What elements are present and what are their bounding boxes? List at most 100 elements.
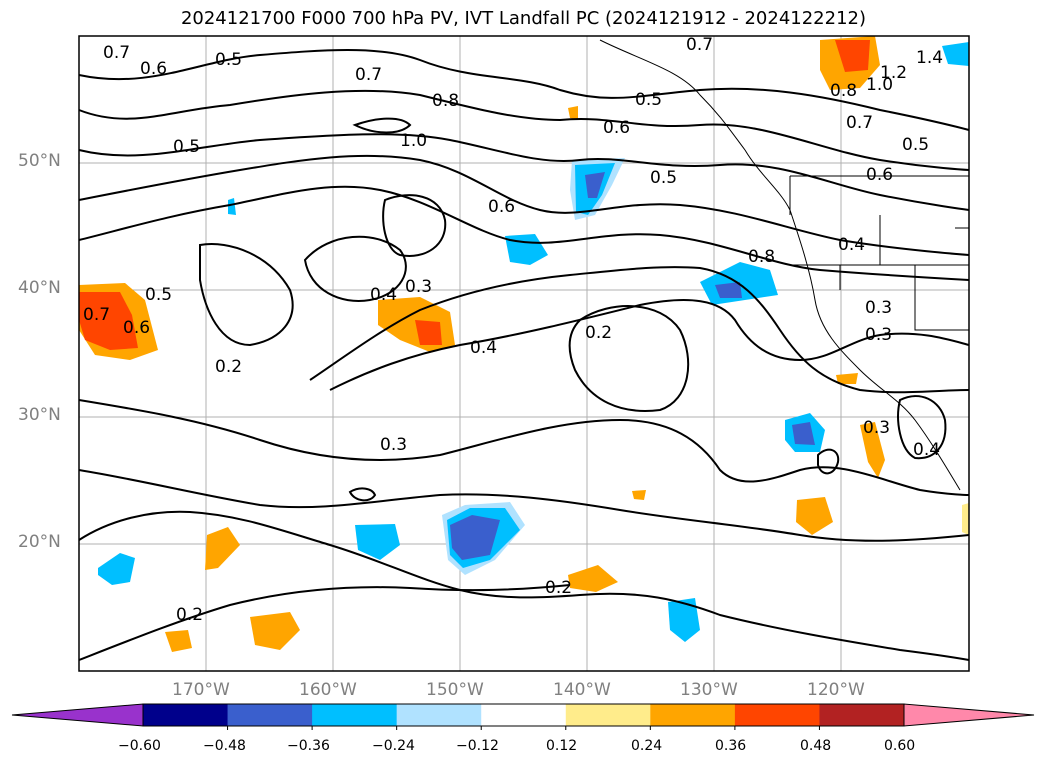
positive-anomaly-blob	[632, 490, 646, 500]
colorbar-segment	[143, 704, 229, 726]
state-borders	[789, 175, 969, 331]
contour-label: 0.5	[902, 135, 929, 155]
contour-label: 1.0	[400, 131, 427, 151]
pv-contour-line	[348, 487, 377, 502]
contour-labels: 0.7 0.6 0.5 0.7 0.8 1.0 0.5 0.5 0.6 0.5 …	[83, 35, 943, 625]
contour-label: 0.3	[380, 435, 407, 455]
lat-label-40n: 40°N	[18, 278, 61, 298]
pv-contour-line	[329, 299, 970, 391]
contour-label: 0.7	[355, 65, 382, 85]
contour-label: 0.5	[145, 285, 172, 305]
colorbar-extend-low	[11, 703, 144, 727]
contour-label: 0.6	[123, 318, 150, 338]
contour-label: 0.6	[140, 59, 167, 79]
pv-contour-line	[78, 154, 970, 256]
colorbar-extend-high	[903, 703, 1035, 727]
colorbar-segment	[227, 704, 313, 726]
positive-anomaly-blob	[250, 612, 300, 650]
positive-anomaly-blob	[205, 527, 240, 570]
positive-anomaly-blob	[796, 497, 833, 535]
pv-contour-line	[352, 117, 412, 134]
pv-contour-line	[817, 448, 840, 475]
positive-anomaly-blob	[165, 630, 192, 652]
lon-label-130w: 130°W	[680, 680, 738, 700]
contour-label: 0.4	[470, 338, 497, 358]
lon-label-120w: 120°W	[807, 680, 865, 700]
negative-anomaly-blob	[668, 598, 700, 642]
negative-anomaly-blob	[450, 515, 500, 560]
contour-label: 0.8	[830, 81, 857, 101]
contour-label: 1.0	[866, 75, 893, 95]
contour-label: 0.5	[635, 90, 662, 110]
colorbar-tick: −0.24	[372, 738, 415, 754]
colorbar-tick: 0.36	[715, 738, 747, 754]
colorbar-tick: 0.24	[631, 738, 663, 754]
pv-contour-line	[78, 49, 970, 131]
contour-label: 0.5	[215, 50, 242, 70]
colorbar-segment	[396, 704, 482, 726]
lat-label-30n: 30°N	[18, 405, 61, 425]
contour-label: 0.7	[103, 43, 130, 63]
pv-contour-line	[78, 133, 970, 211]
colorbar-tick: 0.48	[800, 738, 832, 754]
contour-label: 0.4	[370, 285, 397, 305]
map-background	[79, 36, 969, 671]
coastline	[599, 39, 961, 491]
colorbar-tick: 0.12	[546, 738, 578, 754]
positive-anomaly-blob	[79, 292, 138, 350]
contour-label: 0.3	[405, 277, 432, 297]
contour-label: 0.5	[650, 168, 677, 188]
contour-label: 0.4	[913, 440, 940, 460]
contour-label: 0.2	[585, 323, 612, 343]
colorbar-tick: −0.12	[456, 738, 499, 754]
pv-contour-line	[78, 89, 970, 171]
negative-anomaly-blob	[228, 198, 236, 215]
positive-anomaly-blob	[835, 40, 870, 72]
map-title: 2024121700 F000 700 hPa PV, IVT Landfall…	[180, 8, 867, 29]
colorbar-tick: −0.60	[118, 738, 161, 754]
coastlines	[599, 39, 969, 491]
pv-contour-line	[382, 194, 447, 257]
colorbar-frame	[142, 703, 905, 727]
lon-label-160w: 160°W	[299, 680, 357, 700]
colorbar-segment	[481, 704, 567, 726]
map-frame	[78, 35, 970, 672]
positive-anomaly-blob	[568, 106, 578, 120]
negative-anomaly-blob	[792, 422, 815, 445]
pv-contour-line	[568, 305, 690, 412]
pv-contour-line	[303, 235, 407, 302]
positive-anomaly-blob	[836, 373, 858, 384]
negative-anomaly-blob	[355, 524, 400, 560]
lon-label-140w: 140°W	[553, 680, 611, 700]
contour-label: 1.4	[916, 48, 943, 68]
contour-label: 0.8	[432, 91, 459, 111]
colorbar-segment	[565, 704, 651, 726]
contour-label: 0.6	[603, 118, 630, 138]
lon-label-170w: 170°W	[172, 680, 230, 700]
colorbar-segment	[312, 704, 398, 726]
contour-label: 0.2	[545, 578, 572, 598]
contour-label: 0.6	[866, 165, 893, 185]
colorbar-tick: −0.36	[287, 738, 330, 754]
lon-label-150w: 150°W	[426, 680, 484, 700]
colorbar-segment	[819, 704, 905, 726]
negative-anomaly-blob	[715, 282, 742, 298]
positive-anomaly-blob	[860, 422, 885, 478]
positive-anomaly-blob	[415, 320, 442, 345]
contour-label: 0.3	[863, 418, 890, 438]
contour-label: 0.2	[176, 605, 203, 625]
pv-contour-line	[78, 399, 970, 496]
colorbar	[11, 703, 1035, 730]
pv-contour-line	[78, 469, 970, 542]
negative-anomaly-blob	[98, 553, 135, 585]
colorbar-segment	[734, 704, 820, 726]
colorbar-tick: 0.60	[884, 738, 916, 754]
lat-label-50n: 50°N	[18, 151, 61, 171]
negative-anomaly-blob	[585, 172, 605, 198]
positive-anomaly-blob	[962, 503, 969, 535]
contour-label: 0.3	[865, 298, 892, 318]
pv-contours	[78, 49, 970, 661]
contour-label: 0.6	[488, 197, 515, 217]
contour-label: 0.7	[83, 305, 110, 325]
